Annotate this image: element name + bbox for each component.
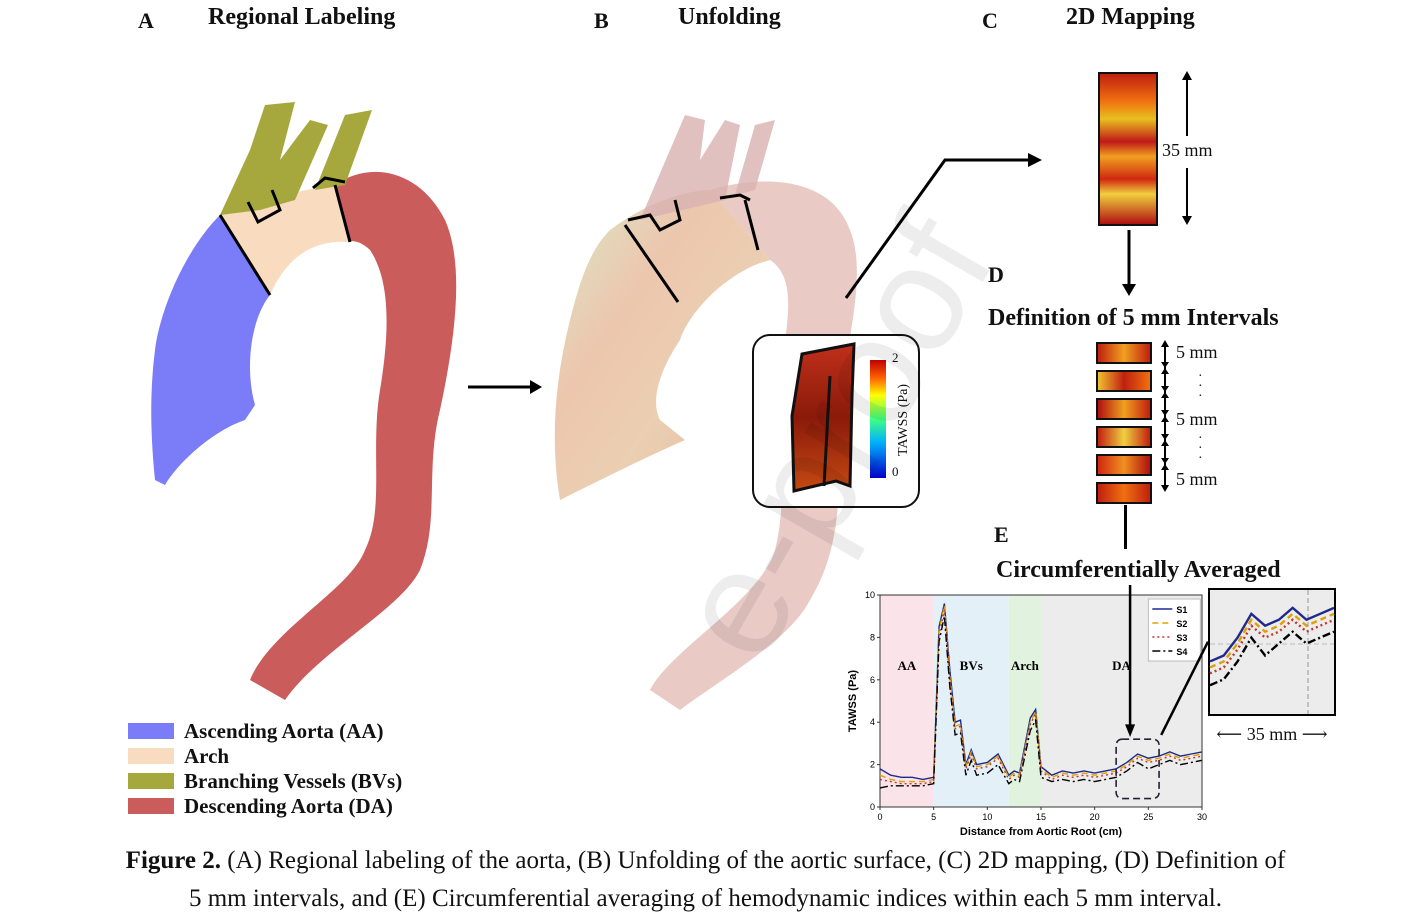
legend-label-s2: S2 bbox=[1176, 619, 1187, 629]
unfolding-inset: 2 0 TAWSS (Pa) bbox=[752, 334, 920, 508]
descending-aorta-region bbox=[250, 171, 457, 701]
legend-item-da: Descending Aorta (DA) bbox=[128, 794, 393, 818]
arrow-a-to-b bbox=[468, 380, 542, 394]
figure-caption-line1: Figure 2. (A) Regional labeling of the a… bbox=[0, 842, 1411, 880]
x-tick-label: 25 bbox=[1143, 812, 1153, 822]
legend-item-bvs: Branching Vessels (BVs) bbox=[128, 769, 402, 793]
zoom-width-row: ⟵ 35 mm ⟶ bbox=[1208, 724, 1336, 745]
interval-arrows bbox=[1161, 340, 1169, 492]
arrow-b-to-c bbox=[844, 153, 1042, 299]
panel-e-letter: E bbox=[994, 522, 1009, 547]
legend-label-aa: Ascending Aorta (AA) bbox=[184, 718, 384, 743]
y-tick-label: 2 bbox=[870, 760, 875, 770]
arrow-c-to-d bbox=[1122, 230, 1136, 296]
x-tick-label: 5 bbox=[931, 812, 936, 822]
panel-a-letter: A bbox=[138, 8, 154, 33]
legend-swatch-aa bbox=[128, 723, 174, 739]
zoom-left-arrow-icon: ⟵ bbox=[1216, 724, 1243, 744]
legend-label-bvs: Branching Vessels (BVs) bbox=[184, 768, 403, 793]
interval-top-label: 5 mm bbox=[1176, 342, 1218, 362]
figure-label: Figure 2. bbox=[125, 847, 222, 874]
ellipsis-dots-lower: · · · bbox=[1198, 431, 1203, 466]
colorbar-min: 0 bbox=[892, 464, 899, 479]
tawss-line-chart: AA BVs Arch DA 0 5 10 15 20 25 30 0 2 4 6 8 10 Distance f… bbox=[847, 585, 1210, 838]
legend-item-aa: Ascending Aorta (AA) bbox=[128, 719, 384, 743]
zoom-series-s1 bbox=[1209, 606, 1335, 663]
panel-d-letter: D bbox=[988, 262, 1004, 287]
zoom-region-box bbox=[1115, 738, 1160, 800]
tawss-colorbar bbox=[870, 360, 886, 478]
interval-stack bbox=[1096, 342, 1152, 504]
region-label: BVs bbox=[960, 658, 983, 673]
panel-c-letter: C bbox=[982, 8, 998, 33]
x-tick-label: 15 bbox=[1036, 812, 1046, 822]
zoom-width-label: 35 mm bbox=[1246, 724, 1298, 744]
x-tick-label: 10 bbox=[982, 812, 992, 822]
region-label: AA bbox=[897, 658, 916, 673]
ascending-aorta-region bbox=[151, 215, 270, 485]
legend-label-arch: Arch bbox=[184, 743, 230, 768]
legend-item-arch: Arch bbox=[128, 744, 229, 768]
aorta-unfolding-view bbox=[554, 115, 857, 710]
region-label: DA bbox=[1112, 658, 1131, 673]
map-height-label: 35 mm bbox=[1162, 140, 1213, 160]
y-axis-label: TAWSS (Pa) bbox=[847, 670, 859, 732]
y-tick-label: 4 bbox=[870, 717, 875, 727]
zoom-series-s4 bbox=[1209, 630, 1335, 687]
figure-caption-line2: 5 mm intervals, and (E) Circumferential … bbox=[188, 885, 1222, 912]
map-height-arrow bbox=[1182, 71, 1192, 225]
x-tick-label: 0 bbox=[877, 812, 882, 822]
connector-d-to-e bbox=[1124, 505, 1127, 549]
interval-bottom-label: 5 mm bbox=[1176, 469, 1218, 489]
interval-strip bbox=[1096, 342, 1152, 364]
x-axis-label: Distance from Aortic Root (cm) bbox=[960, 826, 1123, 838]
zoom-frame bbox=[1208, 588, 1336, 716]
x-tick-label: 20 bbox=[1090, 812, 1100, 822]
panel-c-title: 2D Mapping bbox=[1066, 4, 1195, 30]
colorbar-max: 2 bbox=[892, 350, 899, 365]
interval-strip bbox=[1096, 370, 1152, 392]
y-tick-label: 8 bbox=[870, 632, 875, 642]
legend-label-s1: S1 bbox=[1176, 605, 1187, 615]
legend-label-s3: S3 bbox=[1176, 633, 1187, 643]
legend-label-da: Descending Aorta (DA) bbox=[184, 793, 393, 818]
interval-strip bbox=[1096, 482, 1152, 504]
panel-b-letter: B bbox=[594, 8, 609, 33]
legend-swatch-da bbox=[128, 798, 174, 814]
unfolded-surface-patch bbox=[790, 342, 886, 493]
legend-swatch-bvs bbox=[128, 773, 174, 789]
2d-map bbox=[1098, 72, 1158, 226]
y-tick-label: 0 bbox=[870, 802, 875, 812]
interval-strip bbox=[1096, 398, 1152, 420]
zoom-series-s3 bbox=[1209, 618, 1335, 675]
panel-d-title: Definition of 5 mm Intervals bbox=[988, 305, 1279, 331]
interval-mid-label: 5 mm bbox=[1176, 409, 1218, 429]
caption-text-1: (A) Regional labeling of the aorta, (B) … bbox=[227, 847, 1286, 874]
legend-swatch-arch bbox=[128, 748, 174, 764]
legend-label-s4: S4 bbox=[1176, 647, 1187, 657]
zoom-series-s2 bbox=[1209, 612, 1335, 669]
panel-e-title: Circumferentially Averaged bbox=[996, 557, 1281, 583]
x-tick-label: 30 bbox=[1197, 812, 1207, 822]
y-tick-label: 10 bbox=[865, 590, 875, 600]
aorta-regional-labeling bbox=[151, 102, 457, 701]
arrow-head bbox=[1125, 724, 1136, 738]
branching-vessels-region bbox=[220, 102, 328, 215]
region-band bbox=[880, 595, 934, 807]
interval-strip bbox=[1096, 454, 1152, 476]
y-tick-label: 6 bbox=[870, 675, 875, 685]
region-band bbox=[933, 595, 1009, 807]
ellipsis-dots-upper: · · · bbox=[1198, 369, 1203, 404]
arrow-to-zoom-inset bbox=[1160, 641, 1210, 736]
zoom-right-arrow-icon: ⟶ bbox=[1301, 724, 1328, 744]
panel-b-title: Unfolding bbox=[678, 4, 781, 30]
series-line-s3 bbox=[879, 609, 1203, 785]
region-label: Arch bbox=[1011, 658, 1040, 673]
interval-strip bbox=[1096, 426, 1152, 448]
panel-a-title: Regional Labeling bbox=[208, 4, 396, 30]
zoom-inset bbox=[1208, 588, 1336, 716]
